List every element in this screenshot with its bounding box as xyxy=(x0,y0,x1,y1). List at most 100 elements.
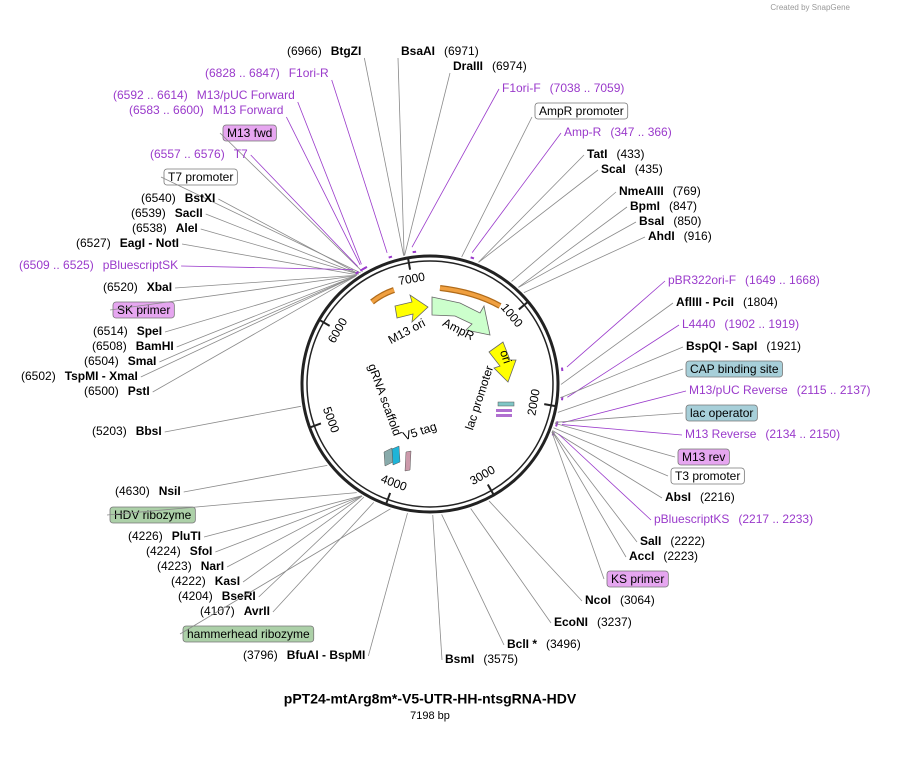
site-position: (3237) xyxy=(597,615,632,629)
site-position: (6508) xyxy=(92,339,127,353)
site-position: (4107) xyxy=(200,604,235,618)
site-name: BsaI xyxy=(639,214,664,228)
site-label: hammerhead ribozyme xyxy=(179,508,391,643)
leader-line xyxy=(461,116,533,258)
primer-mark xyxy=(359,268,364,272)
leader-line xyxy=(523,236,646,294)
site-name: BsaAI xyxy=(401,44,435,58)
site-label: M13 rev xyxy=(554,423,730,466)
site-label: (6583 .. 6600) M13 Forward xyxy=(129,103,367,271)
leader-line xyxy=(200,228,359,275)
site-name: AccI xyxy=(629,549,654,563)
leader-line xyxy=(551,431,627,558)
site-name: SfoI xyxy=(190,544,213,558)
site-position: (6974) xyxy=(492,59,527,73)
site-name: SpeI xyxy=(137,324,162,338)
site-label: (4107) AvrII xyxy=(200,502,375,618)
backbone xyxy=(300,254,560,514)
site-name: BtgZI xyxy=(331,44,362,58)
leader-line xyxy=(367,512,408,657)
site-position: (6592 .. 6614) xyxy=(113,88,188,102)
site-label: (6539) SacII xyxy=(131,206,359,275)
site-name: F1ori-R xyxy=(289,66,329,80)
primer-mark xyxy=(470,256,475,260)
leader-line xyxy=(562,390,687,424)
site-label: lac operator xyxy=(555,404,758,423)
leader-line xyxy=(478,169,599,263)
site-name: NarI xyxy=(201,559,224,573)
ring-tick xyxy=(318,318,331,327)
outer-ring xyxy=(300,254,560,514)
m13-ori-arrow xyxy=(394,294,429,324)
leader-line xyxy=(560,302,674,385)
site-position: (3496) xyxy=(546,637,581,651)
leader-line xyxy=(566,280,666,368)
site-label: (6502) TspMI - XmaI xyxy=(21,276,356,383)
site-position: (6539) xyxy=(131,206,166,220)
site-label: pBR322ori-F (1649 .. 1668) xyxy=(560,273,820,372)
site-label: AbsI (2216) xyxy=(552,430,735,504)
site-label: EcoNI (3237) xyxy=(470,508,632,629)
site-position: (1649 .. 1668) xyxy=(745,273,820,287)
ring-tick xyxy=(407,257,412,270)
feature-box xyxy=(534,102,629,120)
site-name: PluTI xyxy=(172,529,201,543)
site-name: KasI xyxy=(215,574,240,588)
leader-line xyxy=(219,132,363,272)
v5-mark xyxy=(391,445,401,466)
site-label: L4440 (1902 .. 1919) xyxy=(561,317,799,401)
leader-line xyxy=(561,424,683,436)
feature-label: V5 tag xyxy=(401,419,438,443)
leader-line xyxy=(363,57,405,256)
leader-line xyxy=(488,500,583,602)
leader-line xyxy=(557,368,684,413)
site-label: (6504) SmaI xyxy=(84,275,356,368)
leader-line xyxy=(175,274,357,289)
primer-mark xyxy=(496,414,512,417)
ring-tick xyxy=(486,484,495,496)
site-position: (5203) xyxy=(92,424,127,438)
site-name: BpmI xyxy=(630,199,660,213)
site-label: (6508) BamHI xyxy=(92,275,356,353)
site-label: (6557 .. 6576) T7 xyxy=(150,147,364,272)
site-position: (6966) xyxy=(287,44,322,58)
site-position: (6557 .. 6576) xyxy=(150,147,225,161)
leader-line xyxy=(404,72,451,256)
site-label: HDV ribozyme xyxy=(106,492,357,524)
ring-tick-label: 6000 xyxy=(325,315,351,345)
site-label: AflIII - PciI (1804) xyxy=(560,295,778,385)
feature-box xyxy=(685,404,758,422)
site-position: (2217 .. 2233) xyxy=(738,512,813,526)
site-name: SmaI xyxy=(128,354,157,368)
feature-box xyxy=(685,360,783,378)
ring-tick-label: 4000 xyxy=(379,472,409,494)
site-label: (4223) NarI xyxy=(157,495,363,573)
leader-line xyxy=(552,430,663,499)
site-name: AleI xyxy=(176,221,198,235)
site-name: EagI - NotI xyxy=(120,236,179,250)
ring-tick-label: 3000 xyxy=(467,462,497,488)
leader-line xyxy=(470,508,552,624)
site-position: (2223) xyxy=(663,549,698,563)
site-position: (4204) xyxy=(178,589,213,603)
feature-label: gRNA scaffold xyxy=(365,362,404,438)
watermark: Created by SnapGene xyxy=(770,3,850,12)
leader-line xyxy=(554,423,676,458)
primer-mark xyxy=(355,270,360,275)
site-position: (4223) xyxy=(157,559,192,573)
site-label: AmpR promoter xyxy=(461,102,629,258)
site-position: (847) xyxy=(669,199,697,213)
site-name: BfuAI - BspMI xyxy=(287,648,366,662)
leader-line xyxy=(218,198,360,275)
site-name: Amp-R xyxy=(564,125,602,139)
leader-line xyxy=(478,154,585,263)
site-name: TatI xyxy=(587,147,607,161)
leader-line xyxy=(560,346,684,399)
site-position: (6520) xyxy=(103,280,138,294)
site-position: (347 .. 366) xyxy=(610,125,671,139)
site-label: (6509 .. 6525) pBluescriptSK xyxy=(19,258,360,275)
site-position: (3796) xyxy=(243,648,278,662)
site-label: BpmI (847) xyxy=(518,199,697,288)
site-position: (4224) xyxy=(146,544,181,558)
site-name: SacII xyxy=(175,206,203,220)
